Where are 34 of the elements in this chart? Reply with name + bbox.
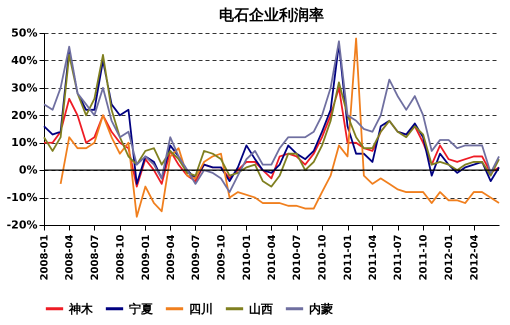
y-tick-label: -10% — [6, 191, 38, 204]
x-tick-label: 2011-10 — [418, 234, 430, 280]
y-tick-label: 50% — [11, 26, 38, 40]
line-series — [60, 38, 500, 218]
x-tick-label: 2009-07 — [190, 234, 202, 280]
x-tick-label: 2012-01 — [444, 234, 456, 280]
x-tick-label: 2008-01 — [40, 234, 50, 280]
x-tick-label: 2010-04 — [266, 234, 278, 280]
legend-label: 内蒙 — [309, 302, 333, 316]
x-tick-label: 2012-04 — [469, 234, 480, 280]
x-tick-label: 2010-10 — [318, 234, 329, 280]
legend-label: 山西 — [249, 302, 273, 316]
legend-label: 宁夏 — [129, 302, 153, 316]
x-tick-label: 2011-01 — [343, 234, 354, 280]
line-series — [43, 86, 500, 188]
chart-title: 电石企业利润率 — [219, 6, 324, 24]
y-tick-label: 10% — [11, 136, 38, 150]
x-tick-label: 2008-10 — [115, 234, 126, 280]
y-tick-label: -20% — [6, 218, 38, 232]
x-tick-label: 2009-10 — [216, 234, 228, 280]
y-tick-label: 0% — [18, 164, 38, 177]
x-tick-label: 2011-04 — [368, 234, 379, 280]
x-tick-label: 2011-07 — [393, 234, 404, 280]
legend-label: 四川 — [189, 302, 213, 316]
x-tick-label: 2008-04 — [64, 234, 76, 280]
y-tick-label: 20% — [11, 108, 38, 122]
x-tick-label: 2008-07 — [90, 234, 101, 280]
y-tick-label: 30% — [11, 81, 38, 94]
x-tick-label: 2009-01 — [140, 234, 152, 280]
x-tick-label: 2010-01 — [242, 234, 253, 280]
y-tick-label: 40% — [11, 54, 38, 67]
legend-label: 神木 — [68, 302, 94, 316]
x-tick-label: 2009-04 — [166, 234, 177, 280]
x-tick-label: 2010-07 — [292, 234, 304, 280]
